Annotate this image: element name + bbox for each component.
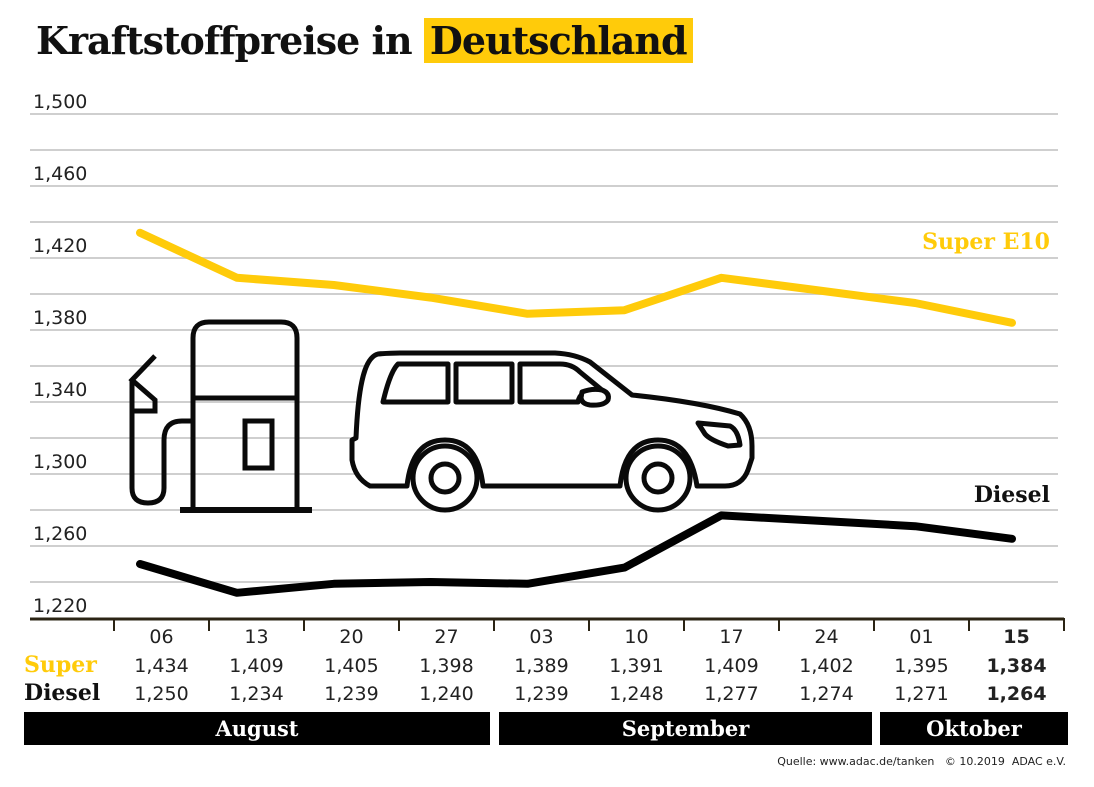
table-cell: 1,234 xyxy=(229,683,283,705)
table-cell: 1,250 xyxy=(134,683,188,705)
y-tick-label: 1,300 xyxy=(33,451,87,473)
series-lines xyxy=(136,228,1016,597)
x-tick-label: 01 xyxy=(909,626,933,648)
month-bar-august xyxy=(24,712,490,745)
chart-title: Kraftstoffpreise in Deutschland xyxy=(36,18,693,63)
table-cell: 1,274 xyxy=(799,683,853,705)
fuel-pump-icon xyxy=(128,319,312,513)
y-tick-label: 1,220 xyxy=(33,595,87,617)
x-tick-label: 15 xyxy=(1003,626,1029,648)
table-cell: 1,409 xyxy=(229,655,283,677)
x-tick-label: 27 xyxy=(434,626,458,648)
table-cell: 1,277 xyxy=(704,683,758,705)
table-cell: 1,264 xyxy=(986,683,1046,705)
row-label-diesel: Diesel xyxy=(24,680,100,706)
table-cell: 1,395 xyxy=(894,655,948,677)
month-bar-september xyxy=(499,712,872,745)
y-tick-label: 1,260 xyxy=(33,523,87,545)
table-cell: 1,409 xyxy=(704,655,758,677)
y-tick-label: 1,420 xyxy=(33,235,87,257)
x-axis xyxy=(30,617,1065,631)
y-tick-label: 1,380 xyxy=(33,307,87,329)
y-tick-label: 1,500 xyxy=(33,91,87,113)
month-bar-oktober xyxy=(880,712,1068,745)
row-label-super: Super xyxy=(24,652,97,678)
x-tick-label: 03 xyxy=(529,626,553,648)
car-icon xyxy=(349,350,755,513)
table-cell: 1,239 xyxy=(324,683,378,705)
series-line-diesel xyxy=(136,511,1016,597)
table-cell: 1,384 xyxy=(986,655,1046,677)
table-cell: 1,391 xyxy=(609,655,663,677)
table-cell: 1,239 xyxy=(514,683,568,705)
x-tick-label: 13 xyxy=(244,626,268,648)
x-tick-label: 24 xyxy=(814,626,838,648)
x-tick-label: 06 xyxy=(149,626,173,648)
table-cell: 1,434 xyxy=(134,655,188,677)
data-table: Super 1,434 1,409 1,405 1,398 1,389 1,391 1,409… xyxy=(24,652,1047,706)
series-line-super xyxy=(136,228,1016,327)
table-cell: 1,389 xyxy=(514,655,568,677)
legend-diesel: Diesel xyxy=(974,482,1050,508)
x-tick-label: 10 xyxy=(624,626,648,648)
y-tick-label: 1,340 xyxy=(33,379,87,401)
y-axis-ticks: 1,500 1,460 1,420 1,380 1,340 1,300 1,260 1,220 xyxy=(33,91,87,617)
title-highlight: Deutschland xyxy=(423,18,693,63)
table-cell: 1,405 xyxy=(324,655,378,677)
month-label: September xyxy=(622,716,751,741)
source-note: Quelle: www.adac.de/tanken © 10.2019 ADA… xyxy=(777,755,1066,768)
x-tick-label: 20 xyxy=(339,626,363,648)
x-tick-label: 17 xyxy=(719,626,743,648)
month-label: Oktober xyxy=(926,716,1023,741)
table-cell: 1,240 xyxy=(419,683,473,705)
table-cell: 1,248 xyxy=(609,683,663,705)
legend-super-e10: Super E10 xyxy=(922,229,1050,255)
table-cell: 1,402 xyxy=(799,655,853,677)
title-text: Kraftstoffpreise in xyxy=(36,18,413,63)
x-axis-ticks: 06 13 20 27 03 10 17 24 01 15 xyxy=(149,626,1029,648)
y-tick-label: 1,460 xyxy=(33,163,87,185)
table-cell: 1,398 xyxy=(419,655,473,677)
month-label: August xyxy=(214,716,298,741)
month-bars: August September Oktober xyxy=(24,712,1068,745)
table-cell: 1,271 xyxy=(894,683,948,705)
